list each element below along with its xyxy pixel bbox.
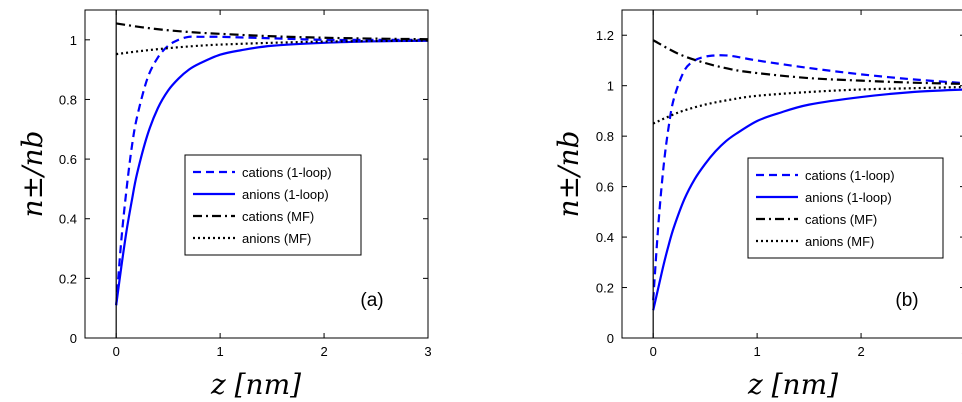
x-tick-label: 1: [754, 344, 761, 359]
series-line-2: [652, 39, 962, 85]
y-tick-label: 0.4: [59, 212, 77, 227]
legend-box: [747, 157, 944, 259]
series-line-1: [115, 39, 428, 306]
x-axis-label: z [nm]: [747, 368, 838, 401]
x-tick-label: 0: [650, 344, 657, 359]
legend: cations (1-loop) anions (1-loop) cations (…: [747, 157, 944, 259]
y-axis-label: n±/nb: [16, 131, 49, 218]
x-tick-label: 2: [320, 344, 327, 359]
y-tick-label: 0.4: [596, 230, 614, 245]
series-line-1: [652, 88, 962, 311]
x-axis-label: z [nm]: [210, 368, 301, 401]
legend: cations (1-loop) anions (1-loop) cations (…: [184, 154, 362, 256]
panel-label: (b): [895, 290, 918, 311]
y-tick-label: 0.8: [596, 129, 614, 144]
series-line-3: [652, 85, 962, 125]
series-line-0: [115, 35, 428, 306]
x-tick-label: 2: [857, 344, 864, 359]
y-axis-label: n±/nb: [552, 131, 585, 218]
y-tick-label: 0.8: [59, 92, 77, 107]
y-tick-label: 0.2: [59, 271, 77, 286]
plot-frame: [621, 9, 962, 339]
chart-panel-0: 0 1 2 3 0 0.2 0.4 0.6 0.8 1 z [nm] n±/nb cations (1-…: [16, 9, 432, 401]
y-tick-label: 1: [70, 33, 77, 48]
y-tick-label: 0.2: [596, 281, 614, 296]
series-group: [652, 39, 962, 311]
y-tick-label: 0: [70, 331, 77, 346]
y-tick-label: 0: [607, 331, 614, 346]
legend-entry-0: cations (1-loop): [805, 168, 895, 183]
panel-label: (a): [360, 290, 383, 311]
plot-frame: [84, 9, 429, 339]
series-group: [115, 22, 428, 306]
series-line-0: [652, 54, 962, 301]
y-tick-label: 0.6: [59, 152, 77, 167]
y-tick-label: 0.6: [596, 180, 614, 195]
legend-entry-1: anions (1-loop): [805, 190, 892, 205]
legend-entry-0: cations (1-loop): [242, 165, 332, 180]
legend-entry-3: anions (MF): [242, 231, 311, 246]
x-tick-label: 3: [424, 344, 431, 359]
x-tick-label: 1: [217, 344, 224, 359]
legend-entry-1: anions (1-loop): [242, 187, 329, 202]
legend-entry-2: cations (MF): [805, 212, 877, 227]
y-tick-label: 1: [607, 79, 614, 94]
series-line-2: [116, 22, 428, 41]
series-line-3: [116, 39, 428, 56]
legend-entry-3: anions (MF): [805, 234, 874, 249]
x-tick-label: 0: [113, 344, 120, 359]
y-tick-label: 1.2: [596, 28, 614, 43]
legend-entry-2: cations (MF): [242, 209, 314, 224]
